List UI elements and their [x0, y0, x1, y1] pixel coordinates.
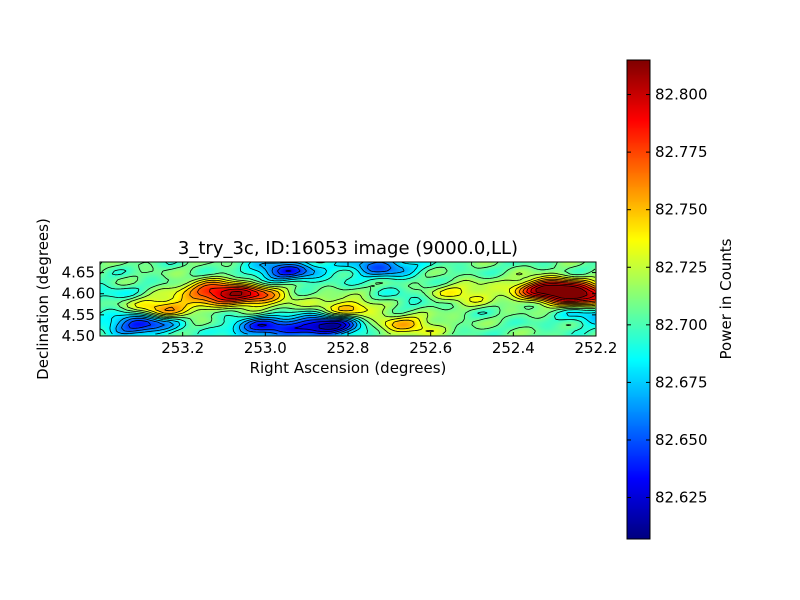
- contour-line: [153, 277, 596, 330]
- y-tick-label: 4.65: [62, 264, 95, 282]
- contour-line: [126, 272, 596, 335]
- x-tick-label: 252.6: [409, 339, 452, 357]
- x-tick-label: 252.4: [492, 339, 535, 357]
- contour-line: [134, 275, 596, 333]
- colorbar-tick-label: 82.750: [655, 201, 708, 219]
- x-tick-label: 253.0: [244, 339, 287, 357]
- contour-lines: [99, 261, 596, 335]
- colorbar-label: Power in Counts: [717, 238, 735, 359]
- colorbar-tick-label: 82.775: [655, 143, 708, 161]
- contour-line: [109, 261, 596, 335]
- y-axis-label: Declination (degrees): [34, 218, 52, 380]
- x-tick-label: 253.2: [161, 339, 204, 357]
- contour-line: [209, 281, 596, 302]
- contour-line: [128, 266, 351, 334]
- contour-line: [115, 261, 405, 335]
- colorbar-tick-label: 82.725: [655, 258, 708, 276]
- contour-line: [121, 261, 392, 335]
- colorbar-tick-label: 82.700: [655, 316, 708, 334]
- contour-line: [318, 322, 342, 330]
- heatmap-image: [100, 262, 596, 336]
- y-tick-label: 4.55: [62, 306, 95, 324]
- y-tick-label: 4.50: [62, 327, 95, 345]
- colorbar: 82.625 82.650 82.675 82.700 82.725 82.750 82.7…: [626, 59, 735, 540]
- chart-title: 3_try_3c, ID:16053 image (9000.0,LL): [178, 238, 518, 259]
- contour-line: [220, 283, 596, 301]
- contour-line: [229, 284, 588, 299]
- colorbar-tick-label: 82.675: [655, 373, 708, 391]
- colorbar-frame: [626, 59, 651, 540]
- y-tick-label: 4.60: [62, 285, 95, 303]
- colorbar-tick-label: 82.800: [655, 86, 708, 104]
- colorbar-gradient: [627, 60, 650, 539]
- contour-line: [99, 261, 596, 335]
- x-tick-label: 252.8: [327, 339, 370, 357]
- x-tick-label: 252.2: [575, 339, 618, 357]
- colorbar-tick-label: 82.625: [655, 489, 708, 507]
- x-axis-ticks: 253.2 253.0 252.8 252.6 252.4 252.2: [161, 262, 617, 357]
- contour-line: [257, 270, 347, 333]
- colorbar-tick-label: 82.650: [655, 431, 708, 449]
- plot-area: [99, 261, 597, 337]
- contour-line: [164, 278, 596, 312]
- y-axis-ticks: 4.50 4.55 4.60 4.65: [62, 264, 596, 345]
- x-axis-label: Right Ascension (degrees): [250, 359, 447, 377]
- colorbar-ticks: 82.625 82.650 82.675 82.700 82.725 82.750 82.7…: [627, 86, 708, 507]
- contour-line: [197, 280, 596, 303]
